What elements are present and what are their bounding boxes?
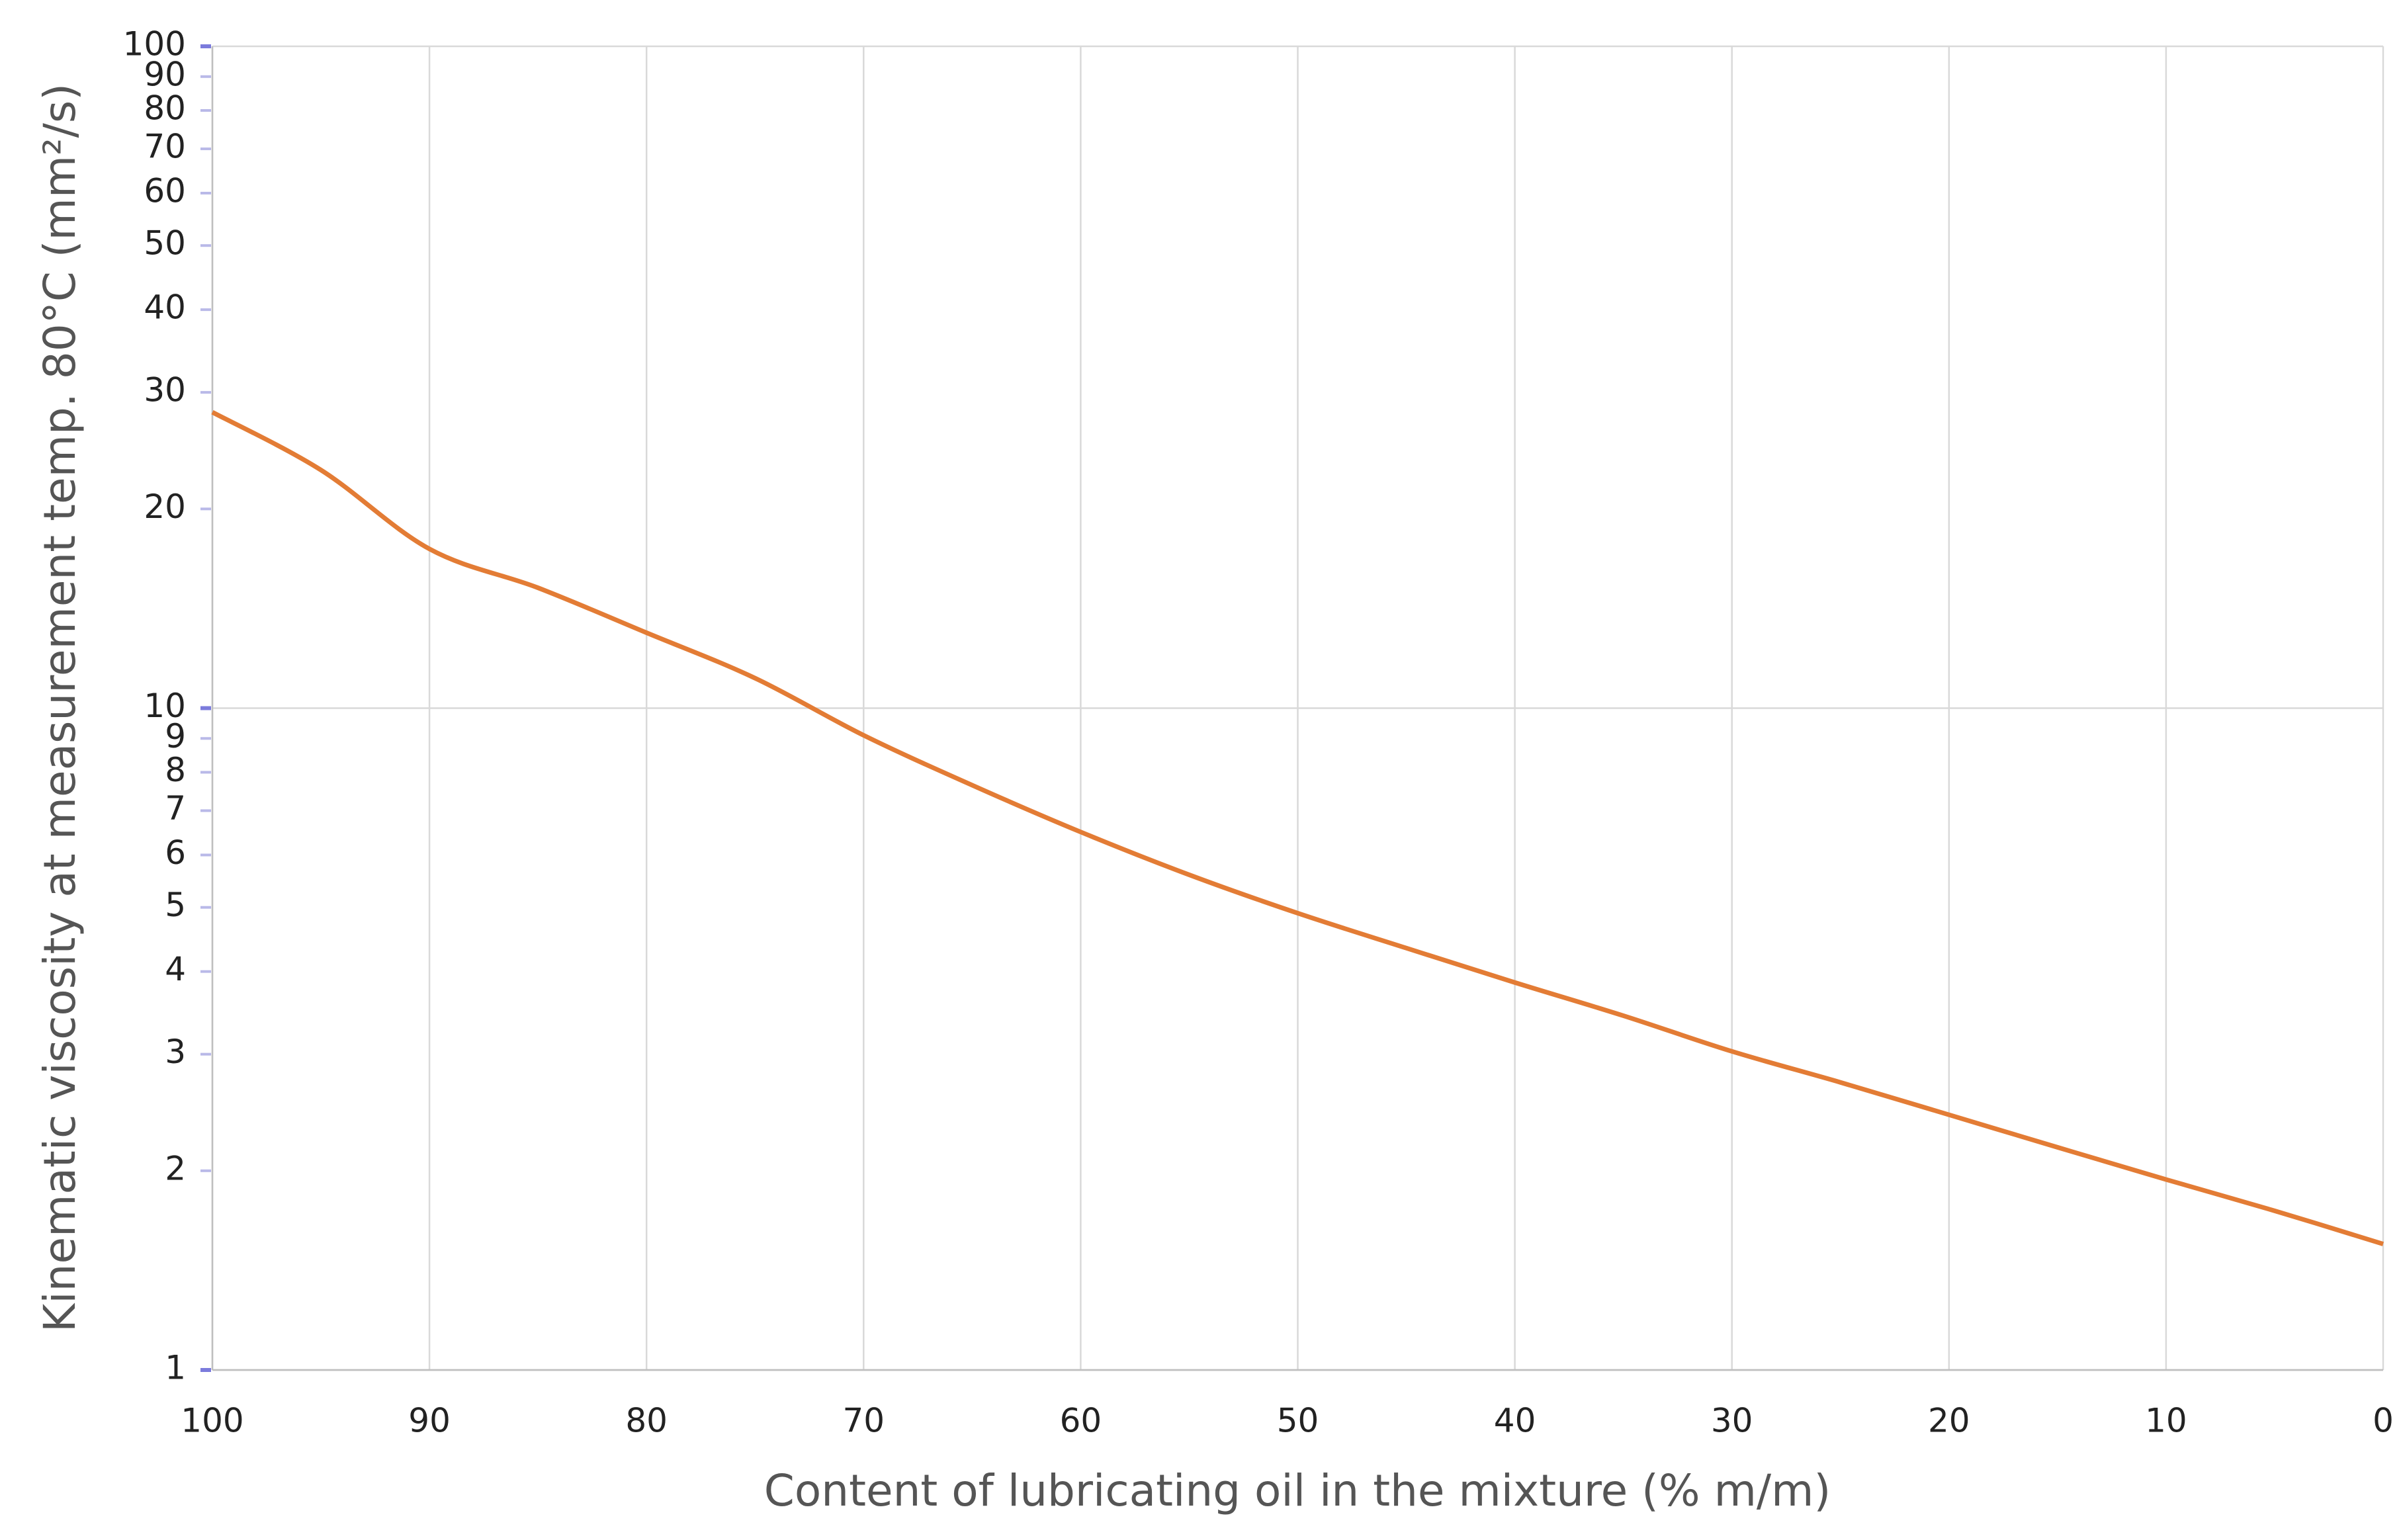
y-tick-label: 4 [165, 950, 186, 988]
x-tick-label: 30 [1711, 1402, 1753, 1440]
x-tick-label: 20 [1928, 1402, 1970, 1440]
y-tick-label: 6 [165, 834, 186, 872]
y-axis-title: Kinematic viscosity at measurement temp.… [34, 83, 85, 1332]
x-tick-label: 100 [181, 1402, 243, 1440]
y-tick-label: 20 [144, 488, 186, 526]
y-tick-label: 50 [144, 224, 186, 263]
y-tick-label: 2 [165, 1149, 186, 1187]
x-tick-label: 70 [842, 1402, 885, 1440]
y-tick-label: 40 [144, 288, 186, 327]
y-tick-label: 7 [165, 789, 186, 828]
x-tick-label: 10 [2145, 1402, 2187, 1440]
x-tick-label: 0 [2373, 1402, 2394, 1440]
x-tick-label: 80 [625, 1402, 668, 1440]
x-axis-title: Content of lubricating oil in the mixtur… [764, 1465, 1831, 1516]
y-tick-label: 9 [165, 717, 186, 755]
x-tick-label: 60 [1060, 1402, 1102, 1440]
x-tick-label: 40 [1494, 1402, 1536, 1440]
y-tick-label: 80 [144, 89, 186, 127]
y-tick-label: 1 [165, 1349, 186, 1387]
x-tick-label: 50 [1277, 1402, 1319, 1440]
x-tick-label: 90 [408, 1402, 451, 1440]
y-tick-label: 10 [144, 687, 186, 725]
y-tick-label: 3 [165, 1033, 186, 1071]
y-tick-label: 100 [123, 25, 186, 64]
y-tick-label: 90 [144, 55, 186, 93]
y-tick-label: 5 [165, 886, 186, 924]
y-tick-label: 70 [144, 127, 186, 165]
line [211, 410, 2384, 1246]
y-tick-label: 60 [144, 171, 186, 210]
y-tick-label: 8 [165, 751, 186, 789]
y-tick-label: 30 [144, 371, 186, 409]
